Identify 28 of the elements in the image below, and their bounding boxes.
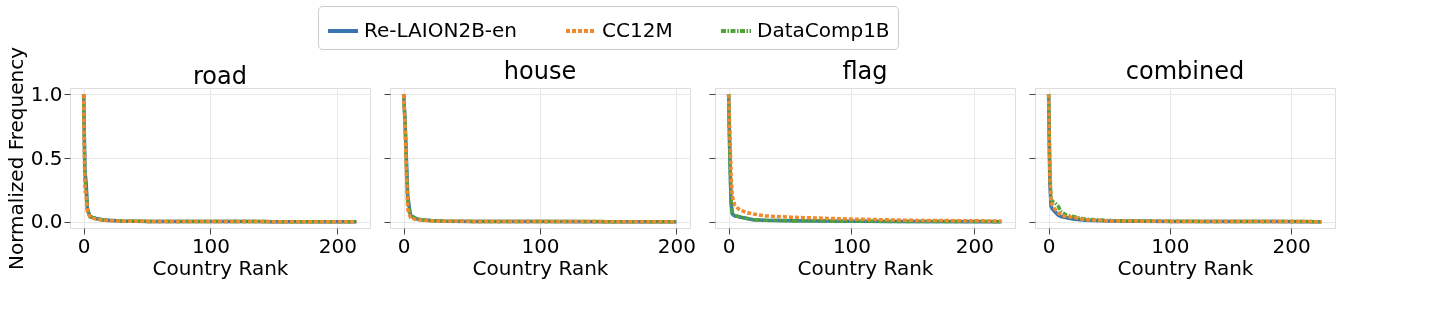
chart-title: combined [1125,57,1245,85]
legend-label: Re-LAION2B-en [364,18,518,42]
x-tick-label: 200 [1272,233,1311,258]
legend-label: CC12M [602,18,673,42]
x-tick-label: 0 [722,233,736,258]
line-series [81,92,359,224]
y-tick-label: 1.0 [30,81,63,106]
x-tick-label: 100 [521,233,560,258]
chart-title: house [503,57,577,85]
x-axis-title: Country Rank [152,255,289,280]
chart-title: flag [842,57,888,85]
y-tick-label: 0.5 [30,145,63,170]
x-tick-label: 100 [191,233,231,258]
x-tick-label: 200 [955,233,994,258]
y-tick-label: 0.0 [30,209,63,234]
chart-title: road [193,62,247,91]
x-axis-title: Country Rank [797,255,934,280]
x-axis-title: Country Rank [472,255,609,280]
x-tick-label: 100 [832,233,872,258]
x-tick-label: 0 [397,233,411,258]
x-axis-title: Country Rank [1117,255,1254,280]
y-axis-title: Normalized Frequency [3,46,28,271]
x-tick-label: 200 [657,233,696,258]
x-tick-label: 0 [77,233,91,258]
legend-label: DataComp1B [757,18,890,42]
x-tick-label: 200 [318,233,357,258]
x-tick-label: 0 [1042,233,1056,258]
x-tick-label: 100 [1151,233,1190,258]
